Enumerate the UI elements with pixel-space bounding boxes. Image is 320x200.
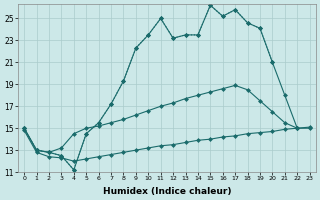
X-axis label: Humidex (Indice chaleur): Humidex (Indice chaleur) xyxy=(103,187,231,196)
